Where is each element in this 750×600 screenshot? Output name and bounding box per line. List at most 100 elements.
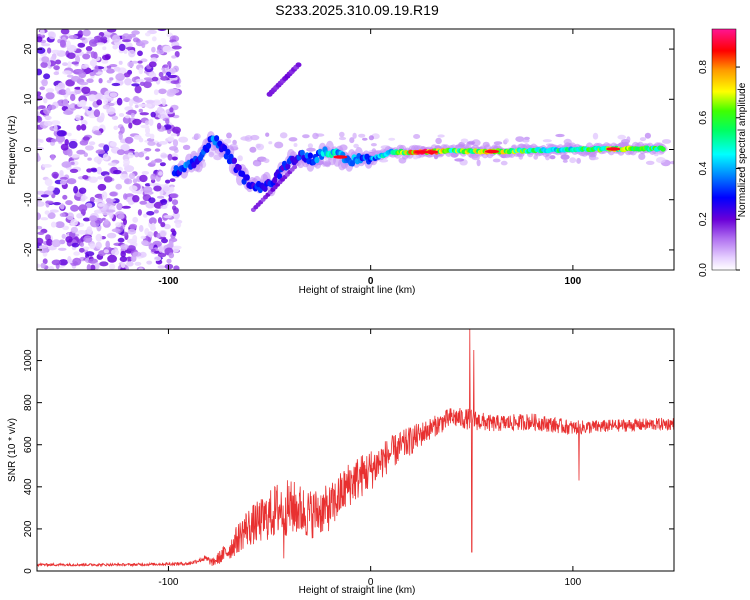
- noise-blob: [165, 179, 171, 184]
- noise-blob: [145, 126, 150, 135]
- noise-blob: [159, 230, 167, 237]
- noise-blob: [492, 158, 501, 163]
- noise-blob: [50, 120, 61, 126]
- noise-blob: [170, 133, 178, 137]
- noise-blob: [88, 94, 97, 102]
- noise-blob: [97, 183, 107, 191]
- ridge-blob: [173, 165, 179, 172]
- noise-blob: [167, 136, 175, 142]
- noise-blob: [312, 132, 319, 140]
- noise-blob: [128, 122, 133, 129]
- noise-blob: [70, 161, 75, 165]
- noise-blob: [40, 194, 49, 198]
- noise-blob: [53, 71, 60, 76]
- noise-blob: [37, 138, 42, 143]
- noise-blob: [37, 68, 43, 76]
- noise-blob: [49, 209, 59, 213]
- noise-blob: [172, 139, 179, 147]
- noise-blob: [169, 67, 176, 75]
- ridge-blob: [244, 174, 250, 181]
- noise-blob: [150, 173, 157, 181]
- noise-blob: [194, 133, 201, 140]
- noise-blob: [116, 97, 123, 106]
- noise-blob: [51, 259, 62, 266]
- noise-blob: [85, 46, 93, 52]
- noise-blob: [93, 156, 103, 164]
- noise-blob: [61, 161, 72, 168]
- noise-blob: [109, 211, 114, 219]
- noise-blob: [70, 93, 76, 102]
- noise-blob: [213, 154, 222, 161]
- noise-blob: [103, 144, 110, 153]
- noise-blob: [169, 193, 179, 199]
- noise-blob: [47, 185, 55, 192]
- noise-blob: [79, 242, 85, 247]
- noise-blob: [135, 78, 145, 83]
- noise-blob: [115, 73, 125, 81]
- noise-blob: [661, 139, 672, 144]
- noise-blob: [71, 61, 79, 65]
- noise-blob: [41, 56, 50, 63]
- noise-blob: [47, 212, 56, 220]
- noise-blob: [93, 198, 103, 203]
- noise-blob: [137, 103, 147, 107]
- noise-blob: [86, 168, 93, 173]
- noise-blob: [111, 82, 121, 87]
- noise-blob: [52, 202, 62, 206]
- noise-blob: [105, 209, 116, 213]
- noise-blob: [226, 132, 232, 139]
- noise-blob: [65, 236, 73, 243]
- noise-blob: [172, 205, 177, 211]
- noise-blob: [132, 118, 142, 126]
- noise-blob: [626, 136, 631, 143]
- noise-blob: [98, 78, 103, 84]
- noise-blob: [522, 139, 530, 143]
- noise-blob: [77, 30, 84, 38]
- noise-blob: [113, 169, 122, 175]
- noise-blob: [157, 171, 163, 176]
- noise-blob: [138, 137, 144, 143]
- noise-blob: [339, 131, 345, 138]
- noise-blob: [118, 43, 126, 52]
- noise-blob: [76, 124, 82, 131]
- snr-background: [37, 329, 674, 571]
- noise-blob: [68, 140, 78, 149]
- noise-blob: [119, 126, 125, 134]
- noise-blob: [223, 138, 232, 144]
- noise-blob: [117, 237, 125, 243]
- ridge-blob: [272, 176, 278, 184]
- noise-blob: [106, 29, 117, 33]
- noise-blob: [170, 228, 176, 233]
- noise-blob: [250, 134, 260, 141]
- noise-blob: [163, 223, 171, 230]
- spectrogram-x-label: Height of straight line (km): [299, 285, 416, 296]
- noise-blob: [163, 215, 172, 219]
- noise-blob: [353, 143, 359, 149]
- noise-blob: [123, 158, 130, 166]
- noise-blob: [156, 106, 164, 114]
- noise-blob: [90, 51, 96, 59]
- ridge-blob: [299, 149, 305, 157]
- noise-blob: [106, 65, 112, 69]
- noise-blob: [172, 126, 181, 134]
- noise-blob: [182, 144, 191, 150]
- noise-blob: [349, 137, 355, 144]
- ridge-blob: [214, 135, 220, 142]
- noise-blob: [132, 216, 139, 223]
- noise-blob: [165, 118, 170, 125]
- noise-blob: [253, 161, 261, 167]
- noise-blob: [37, 237, 44, 245]
- noise-blob: [37, 95, 43, 101]
- noise-blob: [40, 217, 49, 221]
- noise-blob: [63, 110, 74, 115]
- noise-blob: [139, 112, 149, 116]
- noise-blob: [152, 101, 162, 106]
- noise-blob: [126, 245, 136, 252]
- noise-blob: [109, 92, 118, 98]
- noise-blob: [39, 86, 45, 91]
- noise-blob: [47, 104, 57, 110]
- noise-blob: [111, 34, 121, 43]
- noise-blob: [39, 29, 45, 36]
- noise-blob: [83, 235, 93, 243]
- noise-blob: [115, 183, 122, 190]
